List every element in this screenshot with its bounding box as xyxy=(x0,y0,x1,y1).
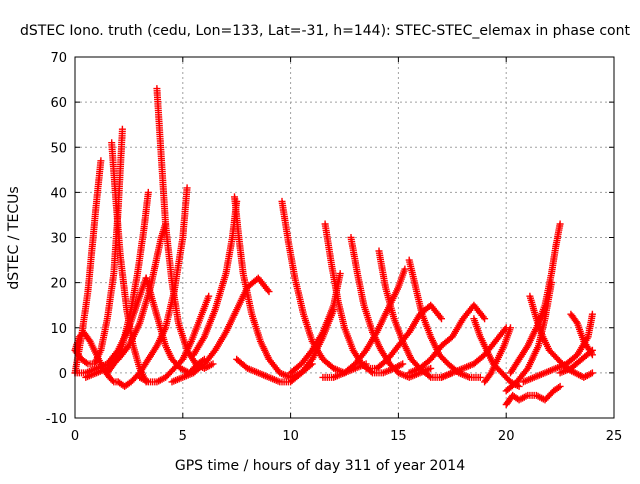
x-tick-label: 10 xyxy=(282,429,299,444)
series-arc-22 xyxy=(362,301,445,372)
series-arc-28 xyxy=(502,382,564,408)
y-tick-label: 60 xyxy=(50,96,67,111)
series-arc-32 xyxy=(519,310,596,386)
y-tick-label: 0 xyxy=(59,367,67,382)
y-tick-label: 20 xyxy=(50,277,67,292)
data-point-markers xyxy=(405,256,484,381)
data-point-markers xyxy=(405,301,489,377)
series-arc-13 xyxy=(231,193,316,381)
y-tick-label: -10 xyxy=(46,412,67,427)
data-point-markers xyxy=(136,292,213,386)
grid-layer xyxy=(75,57,614,418)
y-tick-label: 30 xyxy=(50,232,67,247)
y-tick-label: 70 xyxy=(50,51,67,66)
series-arc-34 xyxy=(556,346,596,377)
x-tick-label: 15 xyxy=(390,429,407,444)
data-layer xyxy=(71,85,596,408)
y-axis-label: dSTEC / TECUs xyxy=(6,186,22,289)
data-point-markers xyxy=(481,324,514,386)
series-arc-18 xyxy=(287,270,344,377)
data-point-markers xyxy=(556,346,596,377)
series-arc-11 xyxy=(136,292,213,386)
x-tick-label: 0 xyxy=(71,429,79,444)
y-tick-label: 50 xyxy=(50,141,67,156)
y-tick-label: 40 xyxy=(50,186,67,201)
y-tick-label: 10 xyxy=(50,322,67,337)
data-point-markers xyxy=(190,197,241,359)
x-tick-label: 20 xyxy=(498,429,515,444)
data-point-markers xyxy=(502,382,564,408)
plot-frame xyxy=(74,56,615,419)
data-point-markers xyxy=(287,270,344,377)
series-arc-24 xyxy=(405,301,489,377)
series-arc-27 xyxy=(481,324,514,386)
x-tick-label: 5 xyxy=(179,429,187,444)
series-arc-14 xyxy=(190,197,241,359)
data-point-markers xyxy=(362,301,445,372)
chart-title: dSTEC Iono. truth (cedu, Lon=133, Lat=-3… xyxy=(20,23,630,39)
data-point-markers xyxy=(231,193,316,381)
data-point-markers xyxy=(319,265,409,381)
series-arc-23 xyxy=(405,256,484,381)
tick-layer: 0 5 10 15 20 25 -10 0 10 20 30 40 50 60 70 xyxy=(46,51,623,444)
data-point-markers xyxy=(519,310,596,386)
x-axis-label: GPS time / hours of day 311 of year 2014 xyxy=(175,458,465,474)
series-arc-20 xyxy=(319,265,409,381)
x-tick-label: 25 xyxy=(606,429,623,444)
